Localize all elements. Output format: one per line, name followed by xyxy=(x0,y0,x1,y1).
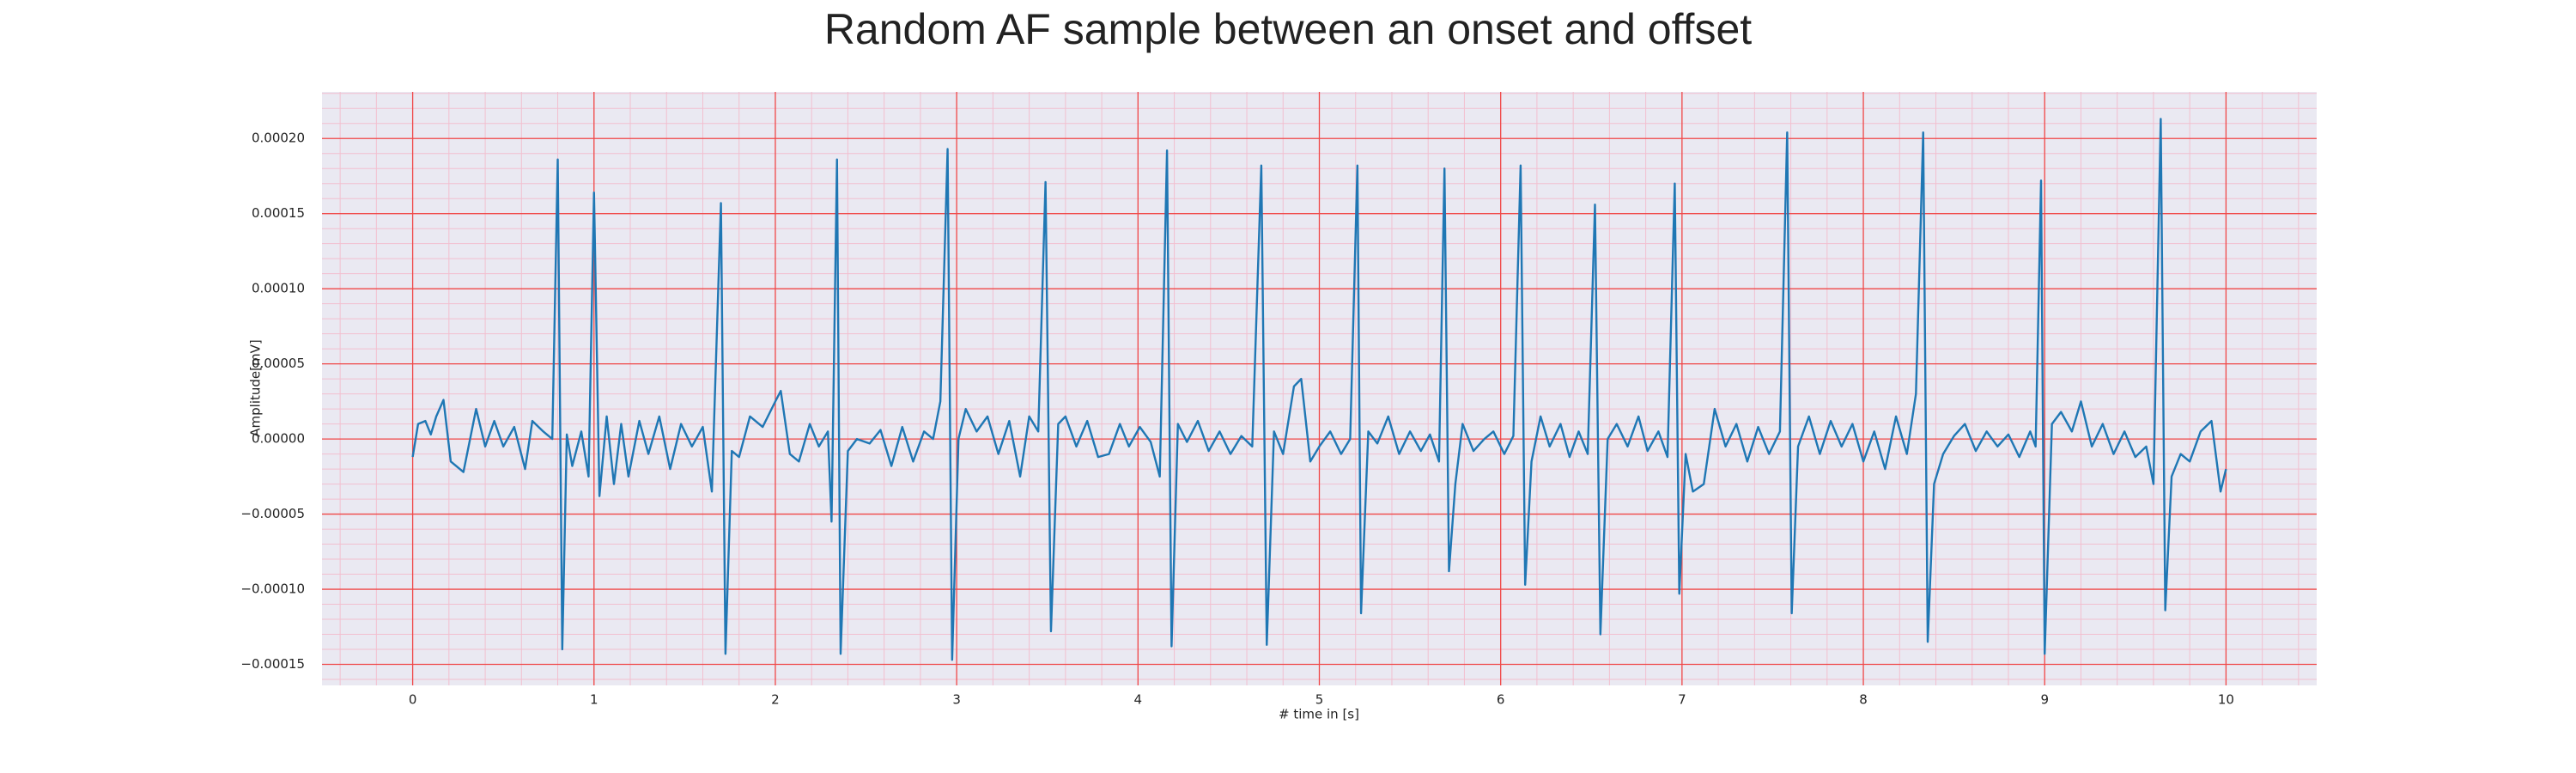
y-tick-label: 0.00010 xyxy=(252,281,305,296)
lines xyxy=(411,118,2227,661)
x-tick-label: 5 xyxy=(1315,692,1324,708)
y-tick-label: −0.00010 xyxy=(240,581,305,597)
signal-line xyxy=(411,118,2227,661)
y-tick-label: −0.00015 xyxy=(240,656,305,672)
x-tick-label: 7 xyxy=(1678,692,1686,708)
x-tick-label: 4 xyxy=(1134,692,1143,708)
grid xyxy=(322,92,2317,685)
y-axis-label: Amplitude[mV] xyxy=(248,339,264,436)
x-tick-label: 6 xyxy=(1497,692,1505,708)
chart-title: Random AF sample between an onset and of… xyxy=(824,5,1752,53)
labels: 0 1 2 3 4 5 6 7 8 9 10 −0.00015 −0.00010 −0.00005 0.00… xyxy=(240,131,2234,708)
x-tick-label: 3 xyxy=(952,692,961,708)
y-tick-label: −0.00005 xyxy=(240,506,305,521)
y-tick-label: 0.00005 xyxy=(252,356,305,371)
y-tick-label: 0.00020 xyxy=(252,131,305,146)
y-tick-label: 0.00000 xyxy=(252,431,305,447)
x-tick-label: 8 xyxy=(1859,692,1868,708)
y-tick-label: 0.00015 xyxy=(252,205,305,221)
x-tick-label: 2 xyxy=(771,692,780,708)
x-tick-label: 1 xyxy=(590,692,598,708)
x-tick-label: 10 xyxy=(2218,692,2234,708)
x-tick-label: 0 xyxy=(409,692,417,708)
x-axis-label: # time in [s] xyxy=(1279,707,1359,722)
x-tick-label: 9 xyxy=(2040,692,2049,708)
